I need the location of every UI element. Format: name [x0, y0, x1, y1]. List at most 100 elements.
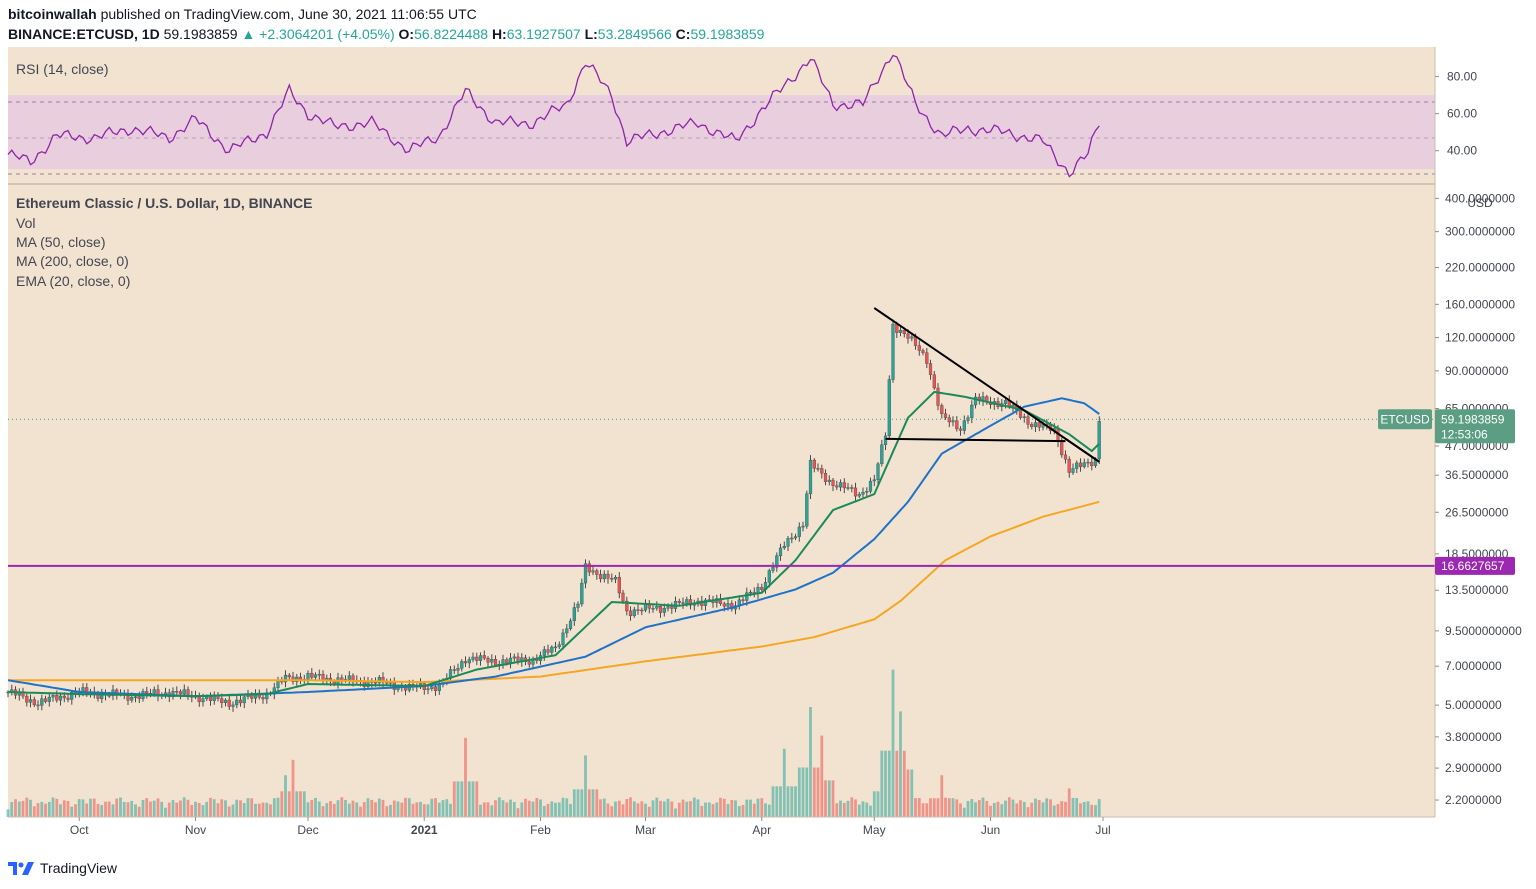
volume-bar: [839, 800, 842, 817]
candle-body: [865, 491, 869, 493]
volume-bar: [876, 791, 880, 817]
candle-body: [726, 603, 730, 607]
volume-bar: [344, 799, 347, 817]
volume-bar: [220, 799, 224, 817]
volume-bar: [314, 797, 317, 817]
candle-body: [36, 704, 40, 707]
volume-bar: [284, 775, 287, 817]
candle-body: [471, 656, 475, 660]
volume-bar: [1086, 801, 1090, 817]
volume-bar: [689, 801, 692, 817]
legend-ma200[interactable]: MA (200, close, 0): [16, 253, 129, 269]
volume-bar: [576, 789, 580, 817]
volume-bar: [51, 797, 55, 817]
symbol-label[interactable]: BINANCE:ETCUSD, 1D: [8, 26, 160, 42]
candle-body: [883, 435, 888, 445]
volume-bar: [486, 802, 490, 817]
candle-body: [677, 601, 681, 603]
price-chart[interactable]: RSI (14, close) Ethereum Classic / U.S. …: [0, 0, 1536, 850]
candle-body: [921, 350, 925, 353]
volume-bar: [527, 800, 531, 817]
candles[interactable]: [6, 319, 1101, 712]
volume-bar: [977, 800, 981, 817]
price-tick-label: 13.5000000: [1445, 583, 1509, 597]
candle-body: [1033, 422, 1038, 427]
volume-bar: [216, 803, 220, 817]
volume-bar: [21, 800, 25, 817]
candle-body: [820, 468, 824, 474]
volume-bar: [197, 803, 201, 817]
volume-bar: [490, 805, 494, 817]
legend-vol[interactable]: Vol: [16, 215, 35, 231]
candle-body: [426, 688, 430, 691]
candle-body: [651, 608, 655, 610]
volume-bar: [66, 801, 70, 817]
candle-body: [546, 649, 550, 653]
rsi-line[interactable]: [7, 54, 1100, 178]
candle-body: [940, 405, 944, 415]
volume-bar: [741, 804, 745, 817]
rsi-axis[interactable]: 80.00 60.00 40.00: [1435, 70, 1477, 158]
volume-bar: [595, 789, 599, 817]
time-axis[interactable]: Oct Nov Dec 2021 Feb Mar Apr May Jun Jul: [70, 817, 1111, 837]
price-tick-label: 220.0000000: [1445, 260, 1515, 274]
candle-body: [790, 537, 794, 540]
candle-body: [812, 459, 816, 469]
volume-bar: [816, 767, 820, 817]
candle-body: [482, 655, 486, 659]
trendline: [1064, 438, 1100, 463]
candle-body: [876, 463, 880, 480]
legend-ema20[interactable]: EMA (20, close, 0): [16, 273, 130, 289]
publisher-name[interactable]: bitcoinwallah: [8, 6, 97, 22]
ema20-line[interactable]: [7, 390, 1100, 698]
candle-body: [1030, 424, 1034, 427]
volume-bar: [621, 804, 625, 817]
volume-bar: [280, 791, 284, 817]
volume-bar: [861, 801, 865, 817]
candle-body: [1022, 416, 1026, 418]
volume-bar: [407, 798, 411, 817]
volume-bar: [355, 802, 359, 817]
volume-bar: [786, 786, 790, 817]
candle-body: [898, 330, 903, 333]
volume-bar: [205, 801, 209, 817]
candle-body: [306, 673, 310, 680]
candle-body: [760, 587, 764, 590]
price-axis[interactable]: 400.0000000 300.0000000 220.0000000 160.000…: [1435, 191, 1522, 807]
candle-body: [1075, 462, 1079, 469]
volume-bar: [445, 799, 449, 817]
volume-bar: [831, 780, 835, 817]
volume-bar: [801, 767, 805, 817]
volume-bar: [767, 804, 771, 817]
candle-body: [1060, 441, 1064, 456]
ma200-line[interactable]: [8, 500, 1100, 684]
volume-bar: [306, 802, 310, 817]
volume-bar: [760, 798, 764, 817]
volume-bar: [347, 803, 351, 817]
candle-body: [636, 609, 640, 611]
time-tick-label: Jul: [1095, 823, 1110, 837]
footer-brand[interactable]: TradingView: [8, 858, 117, 878]
volume-bar: [164, 807, 167, 817]
volume-bar: [539, 799, 542, 817]
candle-body: [1037, 422, 1041, 428]
volume-bar: [974, 802, 977, 817]
candle-body: [58, 695, 63, 701]
candle-body: [767, 570, 771, 583]
volume-bar: [96, 803, 100, 817]
symbol-tag-bg: [1378, 409, 1432, 430]
legend-ma50[interactable]: MA (50, close): [16, 234, 105, 250]
volume-bar: [550, 801, 554, 817]
candle-body: [81, 687, 85, 692]
candle-body: [283, 674, 288, 683]
price-tick-label: 160.0000000: [1445, 297, 1515, 311]
volume-bar: [561, 797, 565, 817]
candle-body: [373, 682, 378, 684]
candle-body: [1090, 461, 1094, 466]
volume-bars: [6, 669, 1101, 817]
candle-body: [385, 682, 389, 684]
volume-bar: [752, 803, 756, 817]
trendlines[interactable]: [873, 307, 1100, 463]
volume-bar: [437, 802, 441, 817]
volume-bar: [1052, 805, 1056, 817]
